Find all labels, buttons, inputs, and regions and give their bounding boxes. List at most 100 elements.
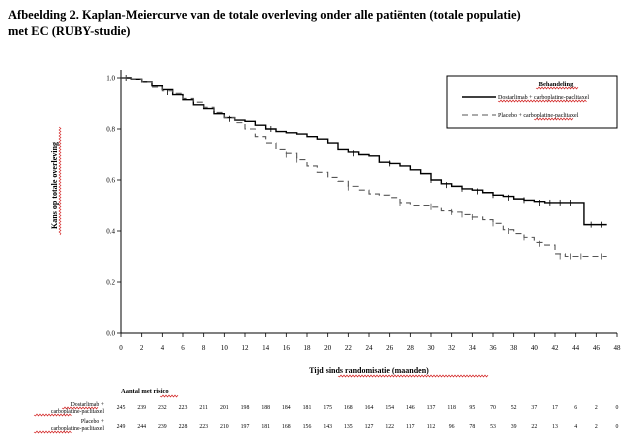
at-risk-label-underline xyxy=(61,406,99,410)
x-tick-label: 36 xyxy=(490,344,498,352)
at-risk-value: 201 xyxy=(220,405,229,411)
x-tick-label: 18 xyxy=(304,344,312,352)
at-risk-value: 245 xyxy=(117,405,126,411)
at-risk-value: 228 xyxy=(179,424,188,430)
y-tick-label: 0.0 xyxy=(106,330,115,338)
legend-title: Behandeling xyxy=(539,81,574,88)
x-axis-label: Tijd sinds randomisatie (maanden) xyxy=(309,366,429,375)
at-risk-value: 181 xyxy=(261,424,270,430)
legend-label-placebo: Placebo + carboplatine-paclitaxel xyxy=(498,113,579,119)
y-tick-label: 0.8 xyxy=(106,126,115,134)
at-risk-label-underline xyxy=(33,430,72,434)
at-risk-value: 118 xyxy=(447,405,456,411)
x-tick-label: 34 xyxy=(469,344,477,352)
x-tick-label: 26 xyxy=(386,344,394,352)
x-tick-label: 44 xyxy=(572,344,580,352)
at-risk-value: 37 xyxy=(531,405,537,411)
x-tick-label: 4 xyxy=(161,344,165,352)
x-tick-label: 28 xyxy=(407,344,415,352)
at-risk-label-underline xyxy=(33,413,72,417)
at-risk-value: 22 xyxy=(531,424,537,430)
x-tick-label: 8 xyxy=(202,344,206,352)
at-risk-value: 117 xyxy=(406,424,415,430)
legend-label-dostarlimab: Dostarlimab + carboplatine-paclitaxel xyxy=(498,95,589,101)
x-tick-label: 48 xyxy=(614,344,622,352)
x-tick-label: 32 xyxy=(448,344,456,352)
at-risk-value: 184 xyxy=(282,405,291,411)
at-risk-title-underline xyxy=(159,394,179,398)
curves xyxy=(121,75,607,260)
at-risk-value: 143 xyxy=(323,424,332,430)
legend-label-underline xyxy=(533,117,574,121)
at-risk-value: 137 xyxy=(427,405,436,411)
at-risk-value: 122 xyxy=(385,424,394,430)
at-risk-value: 223 xyxy=(199,424,208,430)
at-risk-value: 6 xyxy=(574,405,577,411)
title-line-1: Afbeelding 2. Kaplan-Meiercurve van de t… xyxy=(8,8,521,22)
x-tick-label: 22 xyxy=(345,344,353,352)
at-risk-value: 244 xyxy=(137,424,146,430)
at-risk-value: 4 xyxy=(574,424,577,430)
at-risk-value: 70 xyxy=(490,405,496,411)
at-risk-value: 146 xyxy=(406,405,415,411)
x-tick-label: 42 xyxy=(552,344,560,352)
y-tick-label: 0.2 xyxy=(106,279,115,287)
y-label-underline xyxy=(58,126,62,236)
at-risk-value: 0 xyxy=(616,405,619,411)
x-tick-label: 30 xyxy=(428,344,436,352)
at-risk-value: 239 xyxy=(158,424,167,430)
at-risk-row-label-placebo: Placebo + xyxy=(81,419,104,425)
legend-box xyxy=(446,75,618,129)
y-axis-label: Kans op totale overleving xyxy=(50,142,59,229)
at-risk-value: 211 xyxy=(199,405,208,411)
at-risk-value: 13 xyxy=(552,424,558,430)
x-tick-label: 6 xyxy=(181,344,185,352)
at-risk-value: 188 xyxy=(261,405,270,411)
at-risk-value: 168 xyxy=(282,424,291,430)
at-risk-value: 232 xyxy=(158,405,167,411)
at-risk-value: 156 xyxy=(303,424,312,430)
x-tick-label: 2 xyxy=(140,344,144,352)
at-risk-value: 17 xyxy=(552,405,558,411)
at-risk-value: 96 xyxy=(449,424,455,430)
y-tick-label: 0.4 xyxy=(106,228,115,236)
legend-title-underline xyxy=(535,86,579,90)
at-risk-value: 210 xyxy=(220,424,229,430)
at-risk-value: 198 xyxy=(241,405,250,411)
legend-label-underline xyxy=(497,99,587,103)
legend: Behandeling Dostarlimab + carboplatine-pa… xyxy=(446,75,618,129)
x-tick-label: 24 xyxy=(366,344,374,352)
at-risk-value: 78 xyxy=(469,424,475,430)
axes: 0.00.20.40.60.81.00 2 4 6 8 10 12 14 16 18 20 22 24 2… xyxy=(50,70,622,378)
x-tick-label: 20 xyxy=(324,344,332,352)
at-risk-value: 223 xyxy=(179,405,188,411)
at-risk-value: 239 xyxy=(137,405,146,411)
at-risk-value: 135 xyxy=(344,424,353,430)
x-label-underline xyxy=(337,374,489,378)
page-title: Afbeelding 2. Kaplan-Meiercurve van de t… xyxy=(8,7,618,39)
y-tick-label: 0.6 xyxy=(106,177,115,185)
at-risk-row-label-placebo-2: carboplatine-paclitaxel xyxy=(51,426,105,432)
at-risk-value: 181 xyxy=(303,405,312,411)
at-risk-value: 168 xyxy=(344,405,353,411)
x-tick-label: 10 xyxy=(221,344,229,352)
at-risk-title: Aantal met risico xyxy=(121,388,169,395)
at-risk-value: 249 xyxy=(117,424,126,430)
at-risk-value: 0 xyxy=(616,424,619,430)
x-tick-label: 0 xyxy=(119,344,123,352)
at-risk-value: 39 xyxy=(511,424,517,430)
at-risk-row-label-dostarlimab-2: carboplatine-paclitaxel xyxy=(51,409,105,415)
curve-dostarlimab xyxy=(121,77,607,226)
x-tick-label: 40 xyxy=(531,344,539,352)
x-tick-label: 14 xyxy=(262,344,270,352)
y-tick-label: 1.0 xyxy=(106,75,115,83)
at-risk-value: 164 xyxy=(365,405,374,411)
x-tick-label: 16 xyxy=(283,344,291,352)
at-risk-value: 52 xyxy=(511,405,517,411)
at-risk-value: 2 xyxy=(595,405,598,411)
at-risk-value: 95 xyxy=(469,405,475,411)
x-tick-label: 38 xyxy=(510,344,518,352)
